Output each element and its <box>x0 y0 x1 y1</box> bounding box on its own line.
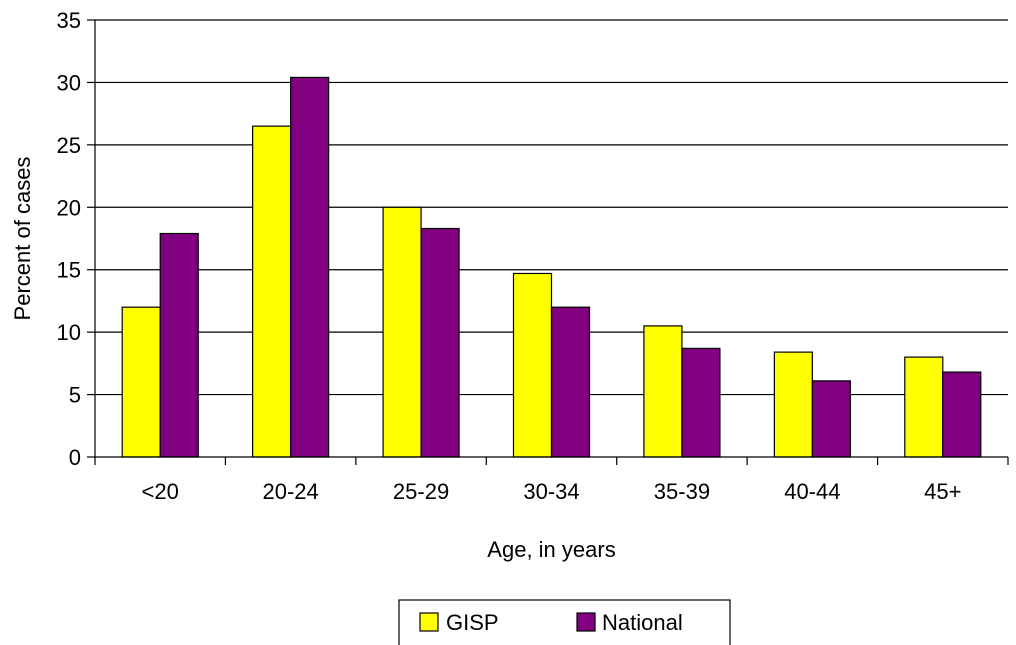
x-tick-labels: <20 20-24 25-29 30-34 35-39 40-44 45+ <box>142 479 962 504</box>
legend-swatch-national <box>576 612 596 632</box>
legend: GISP National <box>398 599 731 645</box>
x-tick-label: 40-44 <box>784 479 840 504</box>
axes <box>94 20 1008 458</box>
bar-national-2 <box>420 227 460 458</box>
bar-gisp-2 <box>382 206 422 458</box>
legend-label-gisp: GISP <box>446 610 499 635</box>
x-tick-label: 45+ <box>924 479 961 504</box>
y-tick-label: 15 <box>57 258 81 283</box>
x-tick-label: 25-29 <box>393 479 449 504</box>
gridlines <box>87 19 1009 465</box>
bar-gisp-3 <box>512 272 553 458</box>
bar-national-0 <box>159 232 199 458</box>
bar-national-4 <box>681 347 721 458</box>
bar-national-6 <box>942 371 982 458</box>
y-tick-label: 10 <box>57 320 81 345</box>
bar-gisp-4 <box>643 325 683 458</box>
bar-national-3 <box>550 306 591 458</box>
x-tick-label: <20 <box>142 479 179 504</box>
bar-national-1 <box>290 76 330 458</box>
legend-box <box>398 599 731 645</box>
bar-gisp-5 <box>773 351 813 458</box>
x-axis-title: Age, in years <box>487 537 615 562</box>
x-tick-label: 35-39 <box>654 479 710 504</box>
y-tick-label: 35 <box>57 8 81 33</box>
bar-gisp-0 <box>121 306 161 458</box>
bars <box>121 76 982 458</box>
x-tick-label: 30-34 <box>523 479 579 504</box>
y-tick-label: 30 <box>57 70 81 95</box>
y-tick-label: 0 <box>69 445 81 470</box>
y-tick-label: 20 <box>57 195 81 220</box>
y-tick-label: 25 <box>57 133 81 158</box>
x-tick-label: 20-24 <box>263 479 319 504</box>
y-tick-labels: 0 5 10 15 20 25 30 35 <box>57 8 81 470</box>
legend-label-national: National <box>602 610 683 635</box>
y-tick-label: 5 <box>69 383 81 408</box>
y-axis-title: Percent of cases <box>10 157 35 321</box>
legend-swatch-gisp <box>419 612 439 632</box>
bar-gisp-6 <box>904 356 944 458</box>
bar-gisp-1 <box>252 125 292 458</box>
bar-national-5 <box>811 380 851 458</box>
